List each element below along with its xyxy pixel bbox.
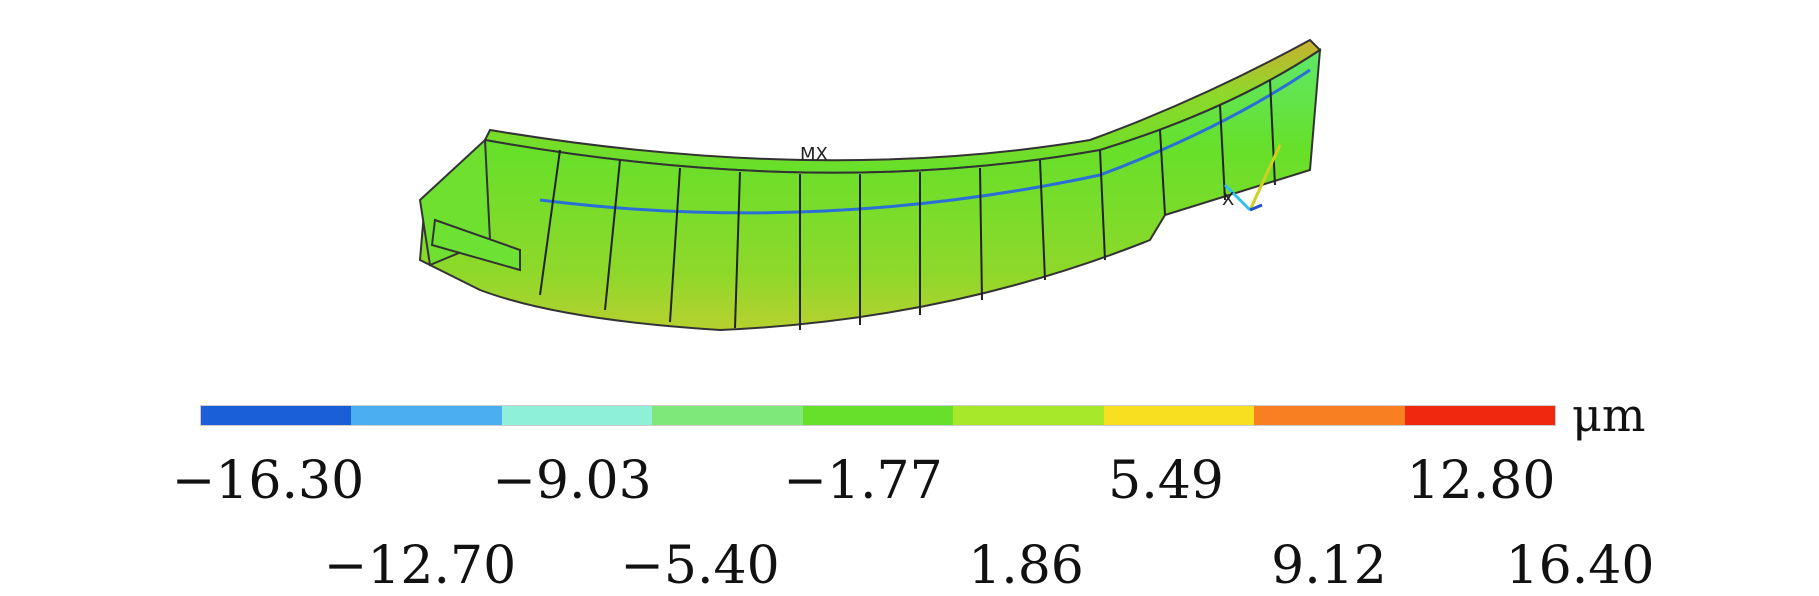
axis-triad-icon: X — [1222, 144, 1282, 212]
legend-label: 16.40 — [1505, 536, 1655, 596]
legend-color-band — [1103, 406, 1255, 425]
color-legend-bar — [200, 405, 1556, 426]
legend-color-band — [501, 406, 653, 425]
legend-color-band — [1404, 406, 1555, 425]
legend-label: 5.49 — [1108, 451, 1224, 511]
legend-label: −12.70 — [323, 536, 517, 596]
legend-color-band — [351, 406, 502, 425]
legend-color-band — [652, 406, 803, 425]
legend-unit: μm — [1572, 388, 1646, 442]
legend-label: 12.80 — [1406, 451, 1556, 511]
legend-color-band — [802, 406, 954, 425]
node-label-mx: MX — [800, 144, 828, 165]
legend-label: −1.77 — [783, 451, 943, 511]
legend-color-band — [953, 406, 1104, 425]
legend-label: 9.12 — [1271, 536, 1387, 596]
legend-label: −5.40 — [620, 536, 780, 596]
svg-text:X: X — [1222, 189, 1234, 210]
legend-label: 1.86 — [968, 536, 1084, 596]
legend-label: −16.30 — [171, 451, 365, 511]
legend-color-band — [201, 406, 352, 425]
fea-deformation-model: MX X — [418, 38, 1322, 332]
legend-label: −9.03 — [492, 451, 652, 511]
beam-stiffeners — [539, 79, 1276, 330]
legend-color-band — [1254, 406, 1405, 425]
